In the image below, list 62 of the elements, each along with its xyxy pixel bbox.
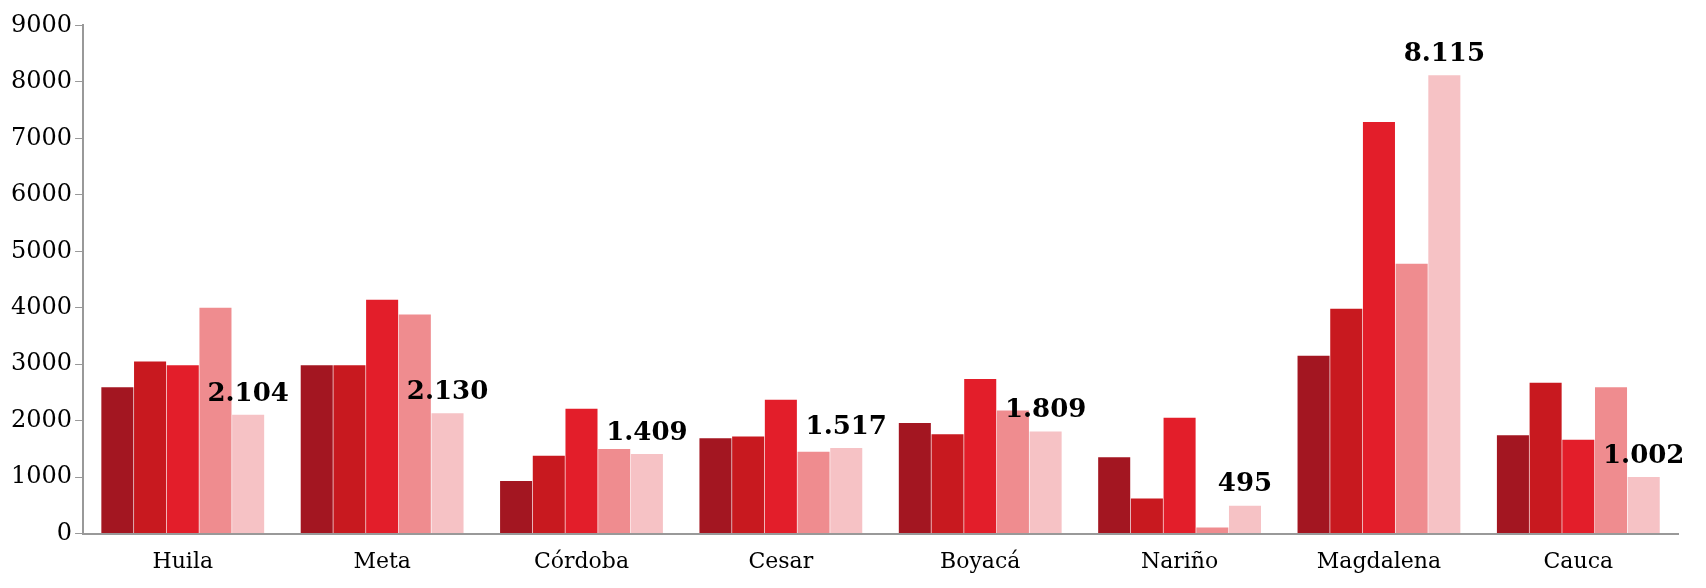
bar — [1627, 477, 1660, 534]
bar — [1163, 417, 1196, 534]
bar — [699, 438, 732, 534]
data-label: 1.002 — [1603, 438, 1685, 469]
y-tick-label: 5000 — [11, 235, 73, 264]
x-tick-label: Huila — [152, 547, 214, 573]
bar — [630, 454, 663, 534]
bar — [598, 448, 631, 534]
y-tick-label: 8000 — [11, 66, 73, 95]
bar — [500, 481, 533, 534]
x-tick-label: Cesar — [748, 547, 814, 573]
x-tick-label: Magdalena — [1316, 547, 1442, 573]
bar — [898, 422, 931, 534]
bar — [300, 365, 333, 534]
bar — [1428, 75, 1461, 534]
bar — [565, 408, 598, 534]
x-tick-label: Cauca — [1543, 547, 1614, 573]
x-tick-label: Nariño — [1140, 547, 1219, 573]
data-label: 8.115 — [1403, 37, 1486, 68]
data-label: 1.409 — [606, 415, 688, 446]
y-tick-label: 1000 — [11, 461, 73, 490]
bar — [232, 414, 265, 534]
bar — [1562, 439, 1595, 534]
bar — [333, 365, 366, 534]
y-tick-label: 7000 — [11, 122, 73, 151]
bar — [1196, 527, 1229, 534]
data-label: 2.104 — [207, 376, 289, 407]
x-tick-label: Boyacá — [940, 547, 1021, 573]
x-tick-label: Meta — [353, 547, 411, 573]
bar — [1029, 431, 1062, 534]
bar — [366, 299, 399, 534]
bar — [1330, 308, 1363, 534]
bar — [431, 413, 464, 534]
x-tick-label: Córdoba — [533, 547, 630, 573]
bar — [732, 436, 765, 534]
y-tick-label: 3000 — [11, 348, 73, 377]
bar — [1297, 355, 1330, 534]
bar — [830, 447, 863, 534]
bar — [1529, 382, 1562, 534]
bar — [134, 361, 167, 534]
bar — [532, 455, 565, 534]
bar — [1228, 505, 1261, 534]
y-tick-label: 6000 — [11, 179, 73, 208]
bar — [1130, 498, 1163, 534]
bar — [166, 365, 199, 534]
bar — [931, 434, 964, 534]
bar — [964, 378, 997, 534]
data-label: 2.130 — [406, 375, 489, 406]
bar — [1362, 121, 1395, 534]
data-label: 1.809 — [1004, 393, 1087, 424]
bar — [101, 387, 134, 534]
y-tick-label: 2000 — [11, 404, 73, 433]
y-tick-label: 4000 — [11, 291, 73, 320]
y-tick-label: 9000 — [11, 9, 73, 38]
data-label: 1.517 — [805, 409, 887, 440]
data-label: 495 — [1217, 467, 1273, 498]
bar — [764, 399, 797, 534]
bar — [1098, 457, 1131, 534]
bar — [1496, 435, 1529, 534]
bar — [1395, 263, 1428, 534]
bar — [797, 451, 830, 534]
y-tick-label: 0 — [56, 517, 73, 546]
